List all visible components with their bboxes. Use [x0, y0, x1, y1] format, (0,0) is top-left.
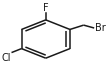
Text: Br: Br: [95, 23, 106, 33]
Text: F: F: [43, 3, 49, 13]
Text: Cl: Cl: [2, 53, 11, 63]
